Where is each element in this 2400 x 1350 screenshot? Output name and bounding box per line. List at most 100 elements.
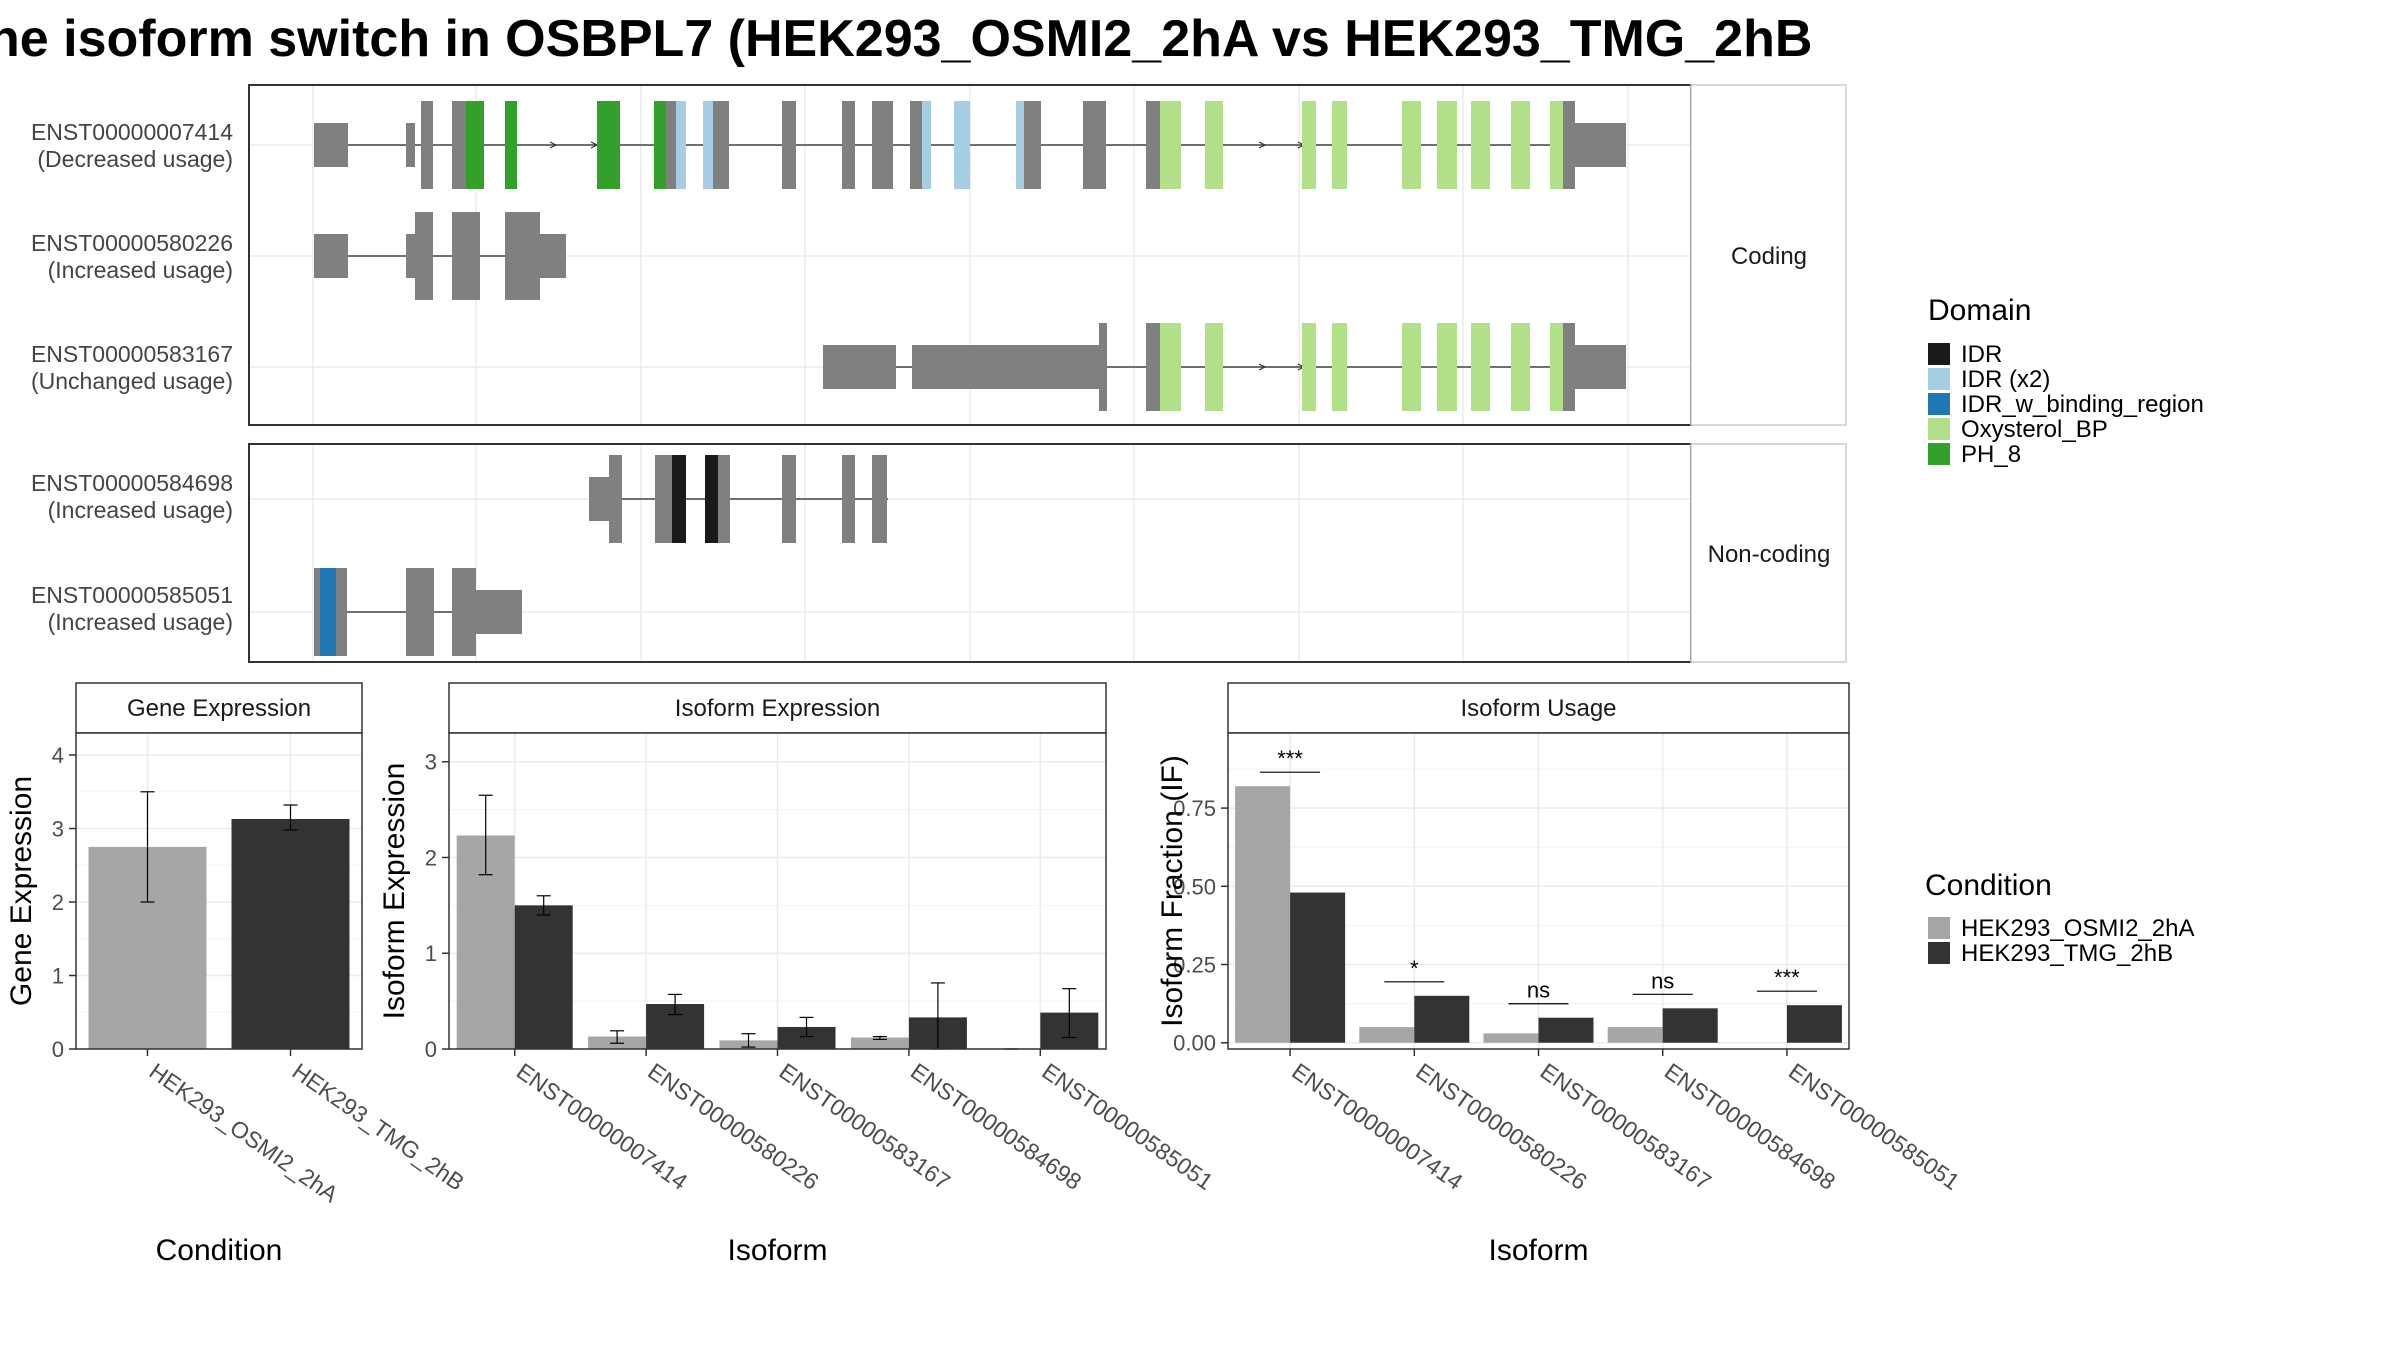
exon bbox=[1146, 323, 1160, 411]
exon bbox=[912, 345, 1099, 389]
significance-label: * bbox=[1410, 956, 1419, 981]
exon bbox=[910, 101, 922, 189]
panel-strip bbox=[448, 682, 1107, 734]
bar bbox=[1414, 995, 1470, 1043]
transcript-usage: (Increased usage) bbox=[48, 257, 233, 283]
bar bbox=[1538, 1017, 1594, 1043]
exon bbox=[1024, 101, 1041, 189]
exon bbox=[406, 234, 415, 278]
exon bbox=[782, 101, 796, 189]
bar bbox=[1290, 892, 1346, 1043]
exon bbox=[1205, 101, 1223, 189]
exon bbox=[872, 455, 887, 543]
panel-title: Isoform Usage bbox=[1460, 695, 1616, 722]
isoform-expression-chart: Isoform Expression0123ENST00000007414ENS… bbox=[378, 682, 1218, 1267]
exon bbox=[713, 101, 729, 189]
domain-legend-label: Oxysterol_BP bbox=[1961, 416, 2108, 443]
exon bbox=[452, 568, 476, 656]
coding-strip bbox=[1690, 84, 1847, 426]
y-tick-label: 0 bbox=[52, 1037, 64, 1062]
condition-legend-swatch bbox=[1928, 942, 1950, 964]
condition-legend-title: Condition bbox=[1925, 869, 2052, 902]
y-tick-label: 1 bbox=[425, 941, 437, 966]
exon bbox=[540, 234, 566, 278]
exon bbox=[1016, 101, 1024, 189]
panel-strip bbox=[75, 682, 363, 734]
significance-label: *** bbox=[1277, 746, 1303, 771]
condition-legend-swatch bbox=[1928, 917, 1950, 939]
exon bbox=[505, 101, 517, 189]
y-tick-label: 2 bbox=[425, 845, 437, 870]
exon bbox=[476, 590, 522, 634]
exon bbox=[1437, 323, 1457, 411]
domain-legend-swatch bbox=[1928, 343, 1950, 365]
exon bbox=[1471, 323, 1490, 411]
y-tick-label: 1 bbox=[52, 964, 64, 989]
transcript-labels: ENST00000007414 (Decreased usage) ENST00… bbox=[31, 119, 233, 635]
exon bbox=[1146, 101, 1160, 189]
transcript-model bbox=[314, 101, 1626, 189]
x-axis-title: Condition bbox=[156, 1234, 283, 1267]
exon bbox=[314, 123, 348, 167]
y-axis-title: Gene Expression bbox=[5, 776, 38, 1006]
exon bbox=[1563, 101, 1575, 189]
domain-legend-label: PH_8 bbox=[1961, 441, 2021, 468]
exon bbox=[336, 568, 347, 656]
exon bbox=[452, 101, 466, 189]
exon bbox=[320, 568, 336, 656]
exon bbox=[654, 101, 666, 189]
exon bbox=[1302, 323, 1316, 411]
strand-arrow bbox=[549, 141, 558, 149]
exon bbox=[954, 101, 970, 189]
exon bbox=[589, 477, 609, 521]
transcript-id: ENST00000580226 bbox=[31, 230, 233, 256]
condition-legend-label: HEK293_TMG_2hB bbox=[1961, 940, 2173, 967]
exon bbox=[676, 101, 686, 189]
figure-title: ne isoform switch in OSBPL7 (HEK293_OSMI… bbox=[0, 10, 1812, 68]
bar bbox=[231, 818, 350, 1049]
exon bbox=[452, 212, 480, 300]
exon bbox=[466, 101, 484, 189]
exon bbox=[415, 212, 433, 300]
strand-arrow bbox=[1258, 141, 1267, 149]
exon bbox=[609, 455, 622, 543]
exon bbox=[1302, 101, 1316, 189]
y-tick-label: 0 bbox=[425, 1037, 437, 1062]
exon bbox=[1471, 101, 1490, 189]
exon bbox=[421, 101, 433, 189]
exon bbox=[1402, 323, 1421, 411]
domain-legend-title: Domain bbox=[1928, 294, 2031, 327]
y-tick-label: 2 bbox=[52, 890, 64, 915]
exon bbox=[666, 101, 676, 189]
bar bbox=[1786, 1005, 1842, 1043]
domain-legend-label: IDR bbox=[1961, 341, 2002, 368]
noncoding-strip bbox=[1690, 443, 1847, 663]
exon bbox=[672, 455, 686, 543]
panel-title: Gene Expression bbox=[127, 695, 311, 722]
exon bbox=[1332, 101, 1347, 189]
exon bbox=[1550, 323, 1563, 411]
noncoding-strip-label: Non-coding bbox=[1708, 541, 1831, 568]
bar bbox=[1607, 1027, 1663, 1043]
bar bbox=[1359, 1027, 1415, 1043]
exon bbox=[1332, 323, 1347, 411]
transcript-id: ENST00000583167 bbox=[31, 341, 233, 367]
bar bbox=[850, 1037, 909, 1049]
exon bbox=[718, 455, 730, 543]
exon bbox=[1437, 101, 1457, 189]
significance-label: ns bbox=[1527, 978, 1550, 1003]
coding-strip-label: Coding bbox=[1731, 243, 1807, 270]
exon bbox=[655, 455, 672, 543]
exon bbox=[406, 123, 415, 167]
domain-legend-swatch bbox=[1928, 443, 1950, 465]
exon bbox=[922, 101, 931, 189]
exon bbox=[406, 568, 434, 656]
transcript-usage: (Increased usage) bbox=[48, 609, 233, 635]
transcript-usage: (Decreased usage) bbox=[37, 146, 233, 172]
transcript-id: ENST00000007414 bbox=[31, 119, 233, 145]
y-tick-label: 4 bbox=[52, 743, 64, 768]
bar bbox=[1483, 1033, 1539, 1043]
